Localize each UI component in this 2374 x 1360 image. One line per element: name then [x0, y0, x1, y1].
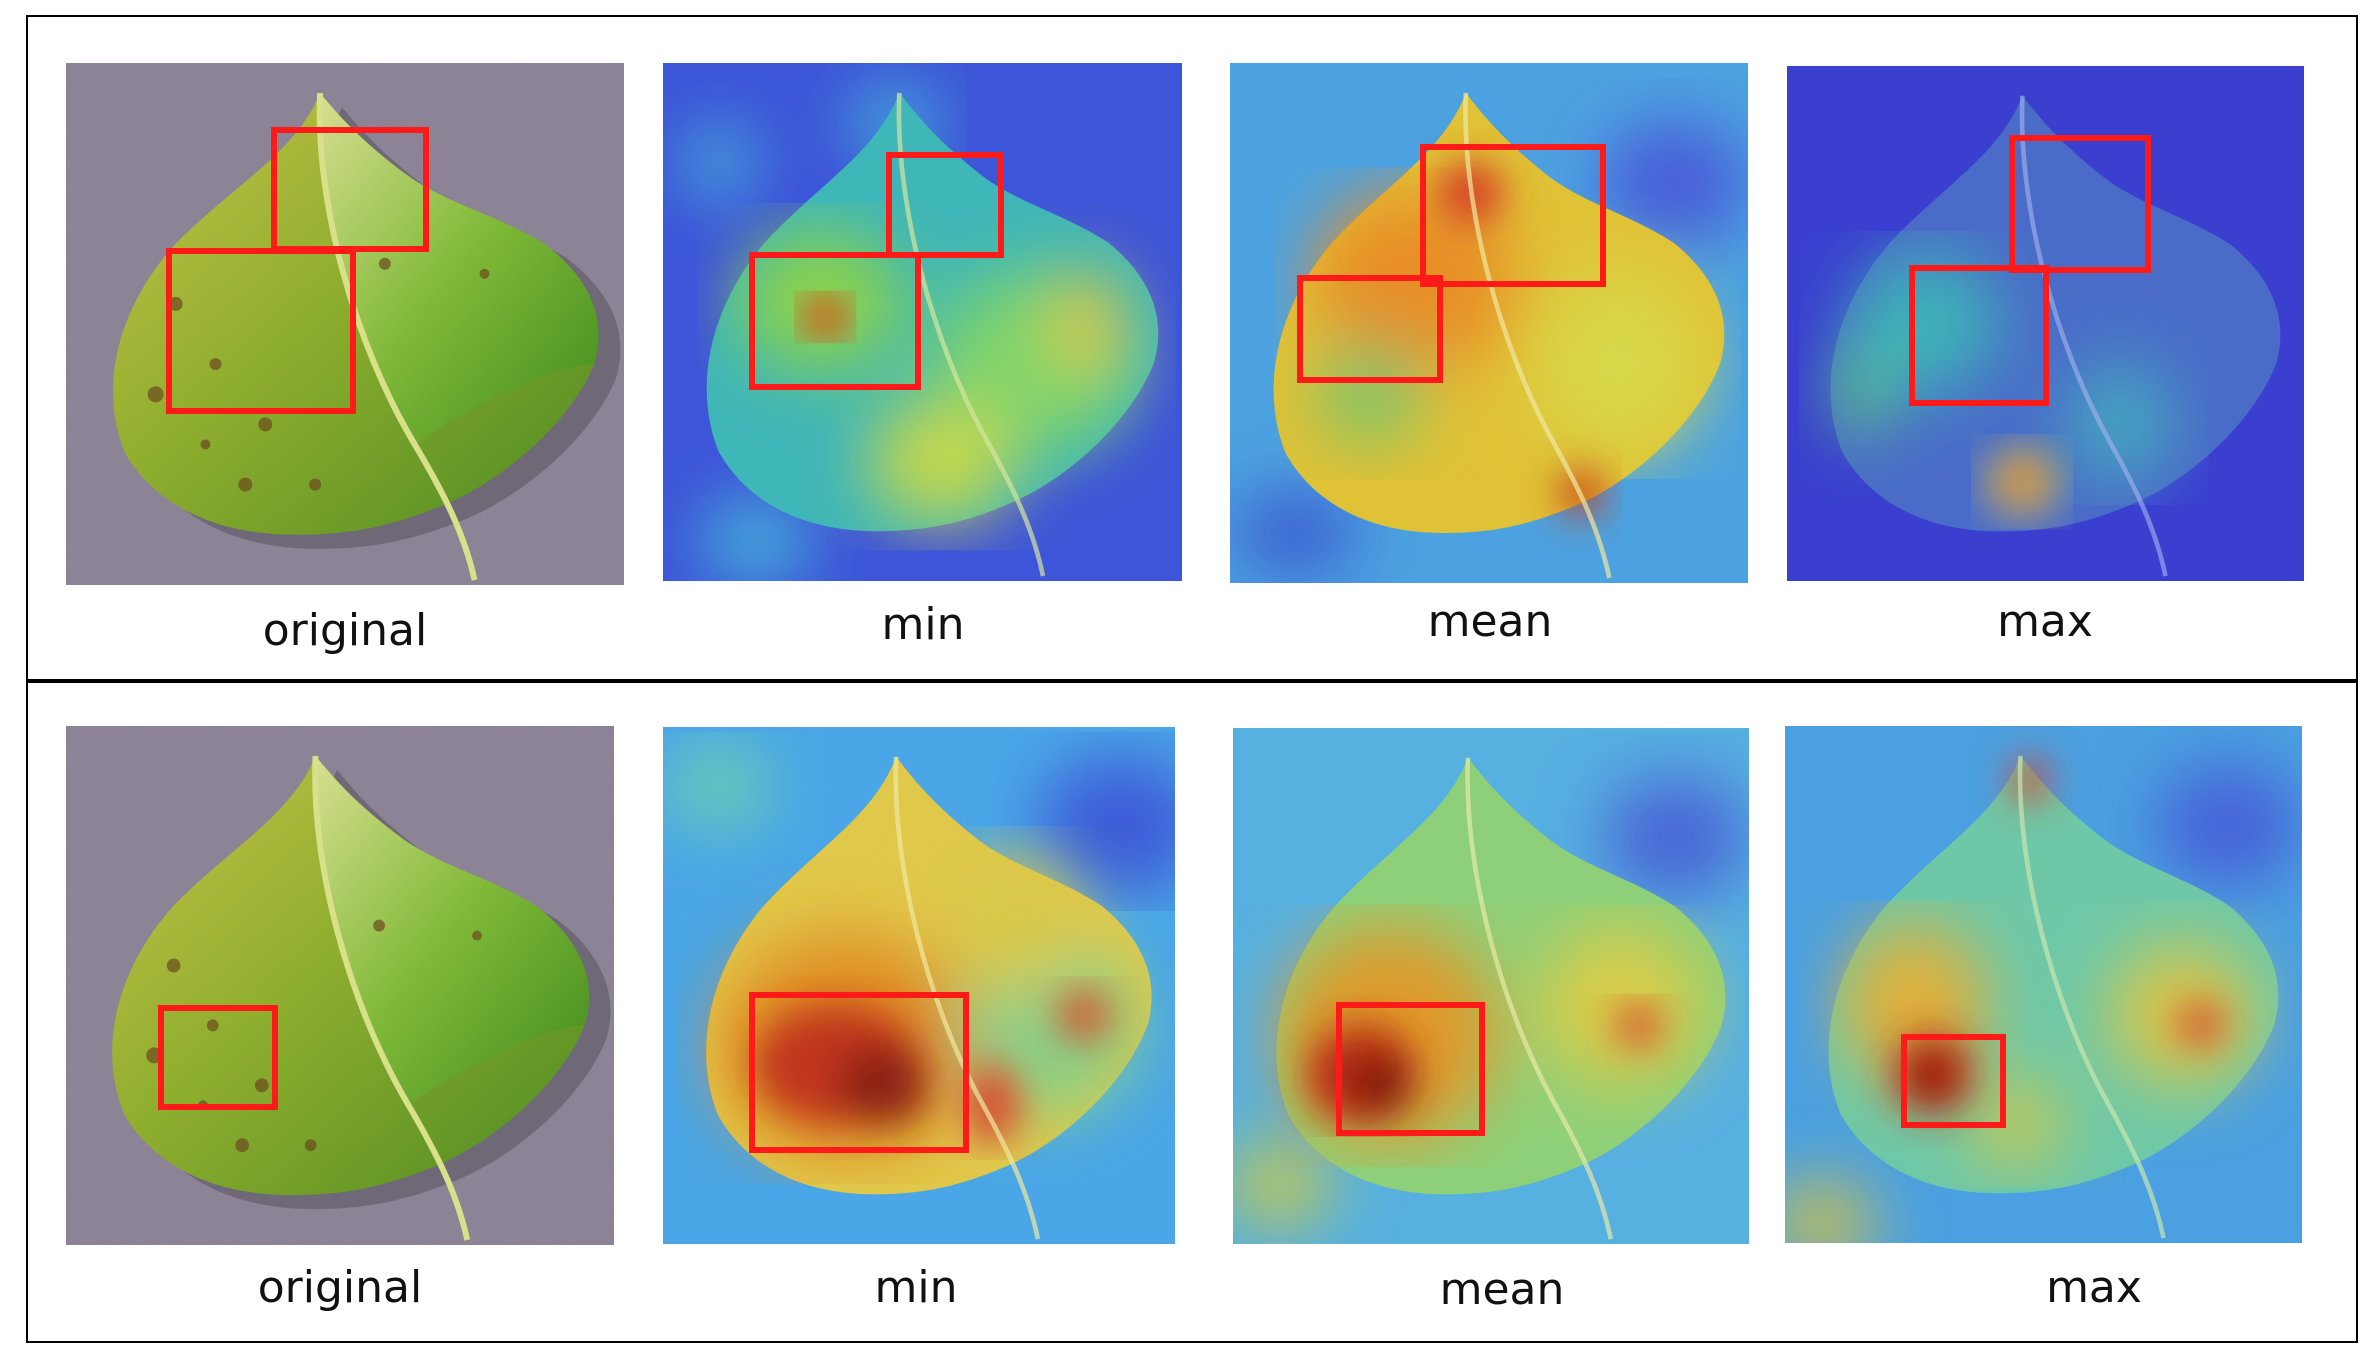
row2-mean-caption: mean: [1439, 1264, 1565, 1315]
row1-min-caption: min: [881, 599, 965, 650]
row1-max-highlight-b: [1909, 265, 2049, 406]
row2-original-highlight: [158, 1005, 278, 1110]
row1-max-highlight-a: [2009, 135, 2151, 273]
row1-original-highlight-b: [166, 248, 356, 414]
row1-mean-caption: mean: [1427, 596, 1553, 647]
row1-min-highlight-a: [886, 152, 1004, 258]
row1-mean-highlight-b: [1297, 275, 1443, 383]
row2-original-image: [66, 726, 614, 1245]
row2-max-caption: max: [2046, 1262, 2142, 1313]
row2-min-highlight: [749, 992, 969, 1153]
row2-min-heatmap: [663, 727, 1175, 1244]
row2-min-caption: min: [874, 1262, 958, 1313]
row1-max-caption: max: [1997, 596, 2093, 647]
row2-original-caption: original: [257, 1262, 423, 1313]
row2-max-highlight: [1901, 1034, 2006, 1128]
row1-original-caption: original: [262, 605, 428, 656]
row1-mean-heatmap: [1230, 63, 1748, 583]
row1-original-image: [66, 63, 624, 585]
row1-original-highlight-a: [271, 127, 429, 252]
row1-min-heatmap: [663, 63, 1182, 581]
row2-mean-heatmap: [1233, 728, 1749, 1244]
row2-max-heatmap: [1785, 726, 2302, 1243]
row2-mean-highlight: [1336, 1002, 1485, 1136]
row1-mean-highlight-a: [1420, 144, 1606, 287]
row1-min-highlight-b: [749, 252, 921, 390]
